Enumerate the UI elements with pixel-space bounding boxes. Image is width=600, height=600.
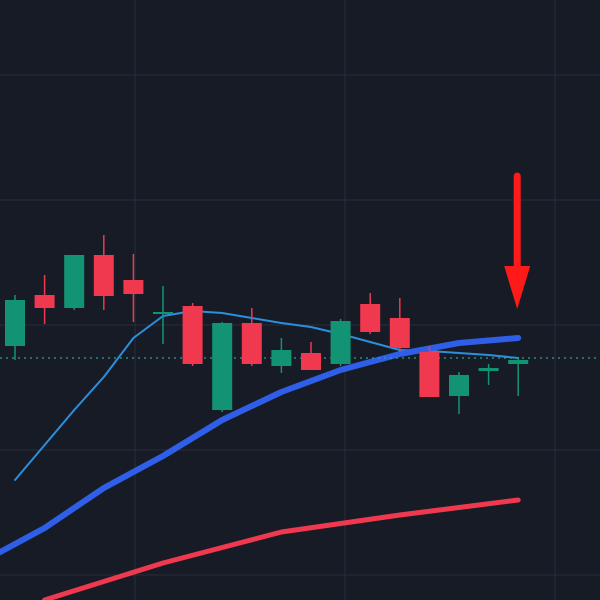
candle-body (64, 255, 85, 308)
candle-body (5, 300, 25, 346)
candle-body (478, 368, 499, 371)
candle-16 (478, 364, 499, 385)
candle-17 (508, 358, 529, 396)
candle-5 (153, 286, 173, 344)
ma-fast-line (14, 310, 520, 481)
candle-body (360, 304, 381, 332)
candle-body (123, 280, 144, 294)
annotation-arrow (504, 172, 531, 309)
candle-body (153, 312, 173, 314)
candle-3 (93, 235, 114, 310)
candle-14 (419, 346, 440, 397)
candle-body (241, 323, 262, 364)
candle-body (34, 295, 55, 308)
candle-body (301, 353, 321, 370)
candle-10 (301, 342, 321, 370)
candle-body (508, 360, 529, 364)
candle-body (389, 318, 410, 348)
candle-4 (123, 254, 144, 322)
candle-12 (360, 293, 381, 334)
candle-6 (182, 303, 203, 366)
candle-0 (5, 295, 25, 360)
candle-2 (64, 255, 85, 310)
candle-1 (34, 275, 55, 324)
candle-8 (241, 308, 262, 366)
candle-body (271, 350, 292, 366)
candle-7 (212, 322, 233, 412)
candle-body (330, 321, 351, 364)
candle-11 (330, 319, 351, 366)
candle-13 (389, 298, 410, 352)
candle-9 (271, 338, 292, 373)
candle-body (182, 306, 203, 364)
candle-body (419, 352, 440, 397)
ma-slow-line (42, 497, 521, 600)
candle-body (93, 255, 114, 296)
arrow-head (504, 266, 531, 309)
candles (5, 235, 529, 414)
candle-body (449, 375, 469, 396)
candle-15 (449, 372, 469, 414)
candle-body (212, 323, 233, 410)
